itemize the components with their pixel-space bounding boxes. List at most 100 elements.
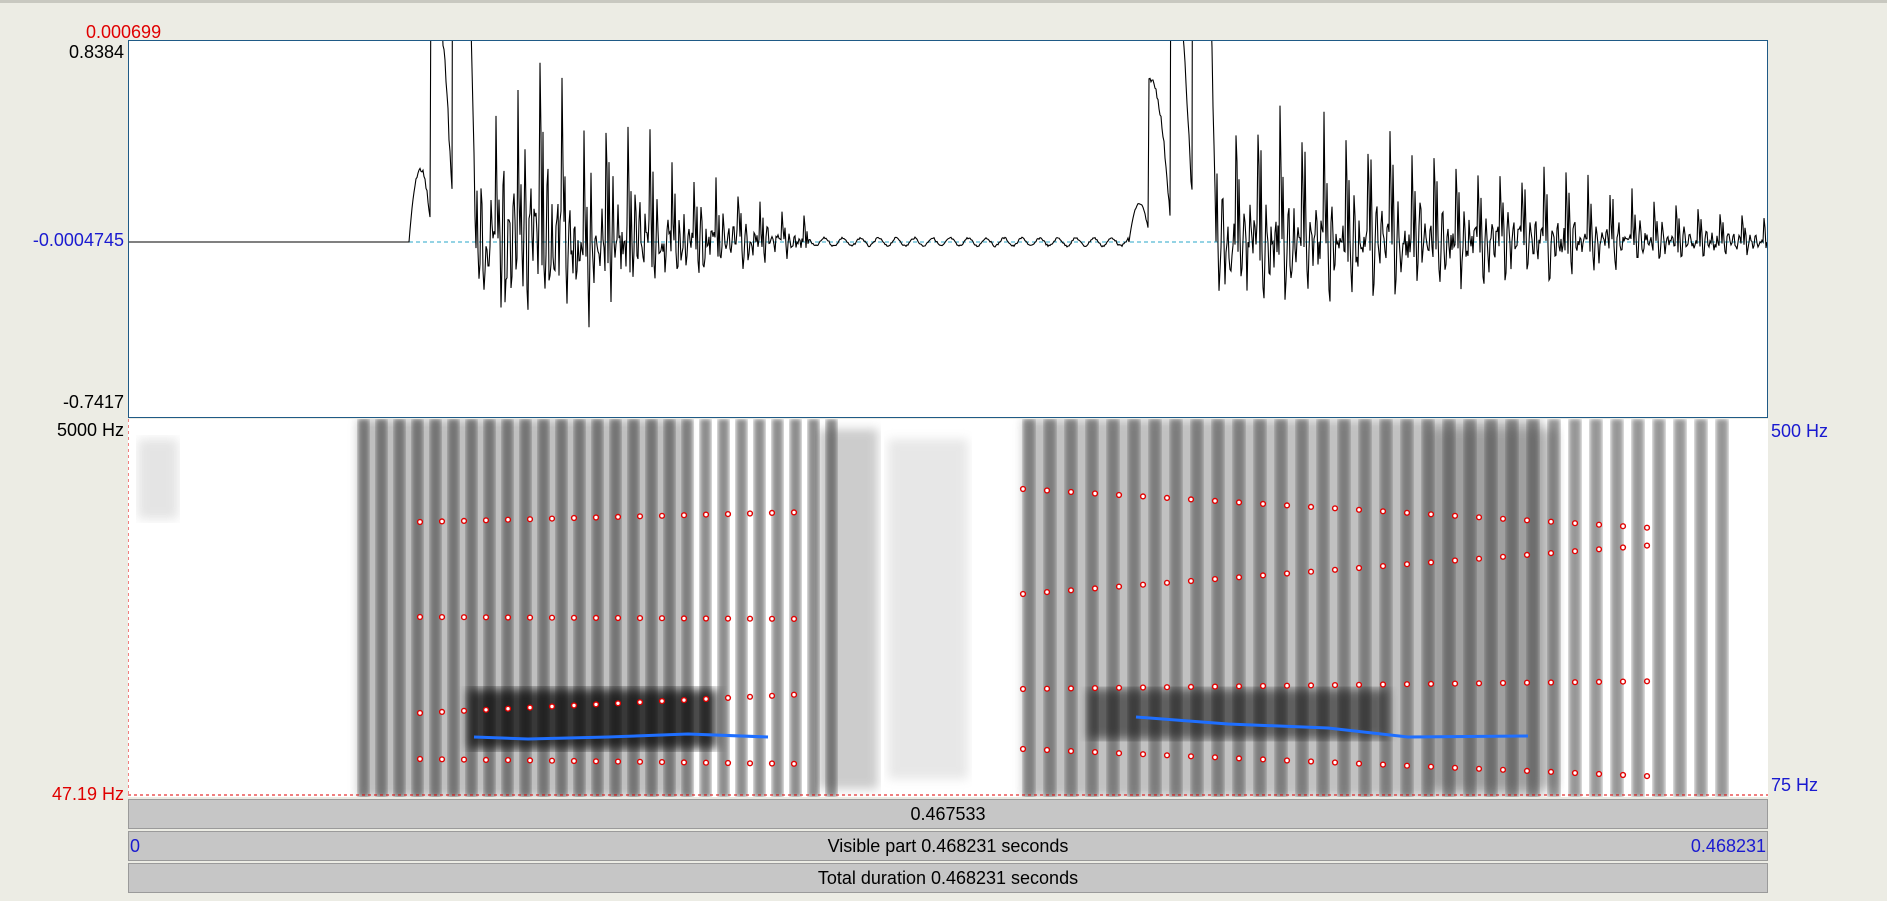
formant-dot [1163, 752, 1171, 759]
formant-dot [1475, 680, 1483, 687]
formant-dot [1283, 502, 1291, 509]
formant-dot [1163, 684, 1171, 691]
formant-dot [1043, 487, 1051, 494]
spectrogram-panel[interactable] [128, 419, 1768, 797]
formant-dot [526, 757, 534, 764]
formant-dot [614, 700, 622, 707]
spectrogram-band [1088, 689, 1388, 739]
formant-dot [1451, 557, 1459, 564]
formant-dot [438, 614, 446, 621]
formant-dot [1475, 555, 1483, 562]
formant-dot [1187, 683, 1195, 691]
formant-dot [526, 704, 534, 711]
formant-dot [1499, 515, 1507, 522]
formant-dot [1523, 517, 1531, 524]
formant-dot [1019, 745, 1027, 753]
pitch-max-label: 500 Hz [1771, 421, 1829, 441]
formant-dot [438, 756, 446, 763]
formant-dot [460, 756, 468, 763]
formant-dot [1403, 762, 1411, 769]
formant-dot [1355, 564, 1363, 572]
formant-dot [1307, 758, 1315, 765]
window-top-edge [0, 0, 1887, 3]
formant-dot [1091, 685, 1099, 692]
formant-dot [1115, 583, 1123, 590]
formant-dot [482, 614, 490, 621]
waveform-ymin-label: -0.7417 [62, 392, 124, 412]
formant-dot [1091, 749, 1099, 756]
formant-dot [438, 708, 446, 716]
formant-dot [636, 758, 644, 765]
formant-dot [1283, 757, 1291, 764]
formant-dot [1355, 760, 1363, 767]
formant-dot [658, 698, 666, 705]
formant-dot [746, 615, 754, 622]
spectrogram-band [1023, 419, 1543, 797]
total-duration-bar[interactable]: Total duration 0.468231 seconds [128, 863, 1768, 893]
formant-dot [1523, 767, 1531, 775]
formant-dot [1019, 685, 1027, 693]
formant-dot [1139, 684, 1147, 691]
formant-dot [1019, 485, 1027, 493]
formant-dot [1427, 559, 1435, 566]
formant-dot [1379, 681, 1387, 688]
formant-dot [1499, 553, 1507, 560]
formant-dot [1043, 746, 1051, 754]
formant-dot [1259, 756, 1267, 763]
formant-dot [1355, 506, 1363, 513]
formant-dot [548, 515, 556, 522]
pitch-contour [473, 715, 1529, 741]
formant-dot [1571, 769, 1579, 777]
formant-dot [416, 755, 424, 763]
formant-dot [636, 699, 644, 706]
formant-dot [724, 615, 732, 622]
spectrogram-band [772, 419, 783, 797]
formant-dot [592, 701, 600, 708]
formant-dot [724, 510, 732, 518]
formant-dot [1595, 546, 1603, 553]
spectrogram-band [718, 419, 729, 797]
formant-dot [1163, 579, 1171, 586]
spectrogram-band [138, 439, 178, 519]
visible-part-label: Visible part 0.468231 seconds [827, 835, 1069, 856]
spectrogram-band [754, 419, 765, 797]
cursor-amplitude-label: 0.000699 [86, 22, 162, 42]
formant-dot [482, 756, 490, 764]
formant-dot [1379, 563, 1387, 570]
formant-dot [658, 615, 666, 622]
formant-dot [1307, 568, 1315, 575]
formant-dot [790, 509, 798, 516]
formant-dot [1523, 679, 1531, 686]
formant-dot [1643, 773, 1651, 780]
cursor-time-bar[interactable]: 0.467533 [128, 799, 1768, 829]
formant-dot [1499, 766, 1507, 773]
formant-dot [416, 613, 424, 621]
formant-dot [680, 512, 688, 519]
visible-part-bar[interactable]: 0 Visible part 0.468231 seconds 0.468231 [128, 831, 1768, 861]
formant-dot [1139, 493, 1147, 500]
formant-dot [702, 615, 710, 622]
formant-dot [614, 513, 622, 521]
formant-dot [1115, 491, 1123, 499]
waveform-ymax-label: 0.8384 [68, 42, 124, 62]
formant-dot [1619, 544, 1627, 551]
formant-dot [1211, 576, 1219, 583]
formant-dot [746, 693, 754, 700]
formant-dot [1307, 682, 1315, 689]
formant-dot [438, 518, 446, 525]
formant-dot [1571, 548, 1579, 555]
formant-dot [416, 709, 424, 717]
formant-dot [1043, 685, 1051, 692]
formant-dot [570, 702, 578, 709]
waveform-panel[interactable] [128, 40, 1768, 418]
cursor-time-value: 0.467533 [910, 803, 986, 824]
formant-dot [1259, 500, 1267, 508]
formant-dot [1643, 524, 1651, 531]
formant-dot [768, 692, 776, 699]
formant-dot [1235, 499, 1243, 506]
formant-dot [1331, 566, 1339, 573]
spectrogram-band [1632, 419, 1644, 797]
visible-start-time: 0 [130, 836, 141, 856]
spectrogram-band [790, 419, 801, 797]
formant-dot [1355, 681, 1363, 688]
